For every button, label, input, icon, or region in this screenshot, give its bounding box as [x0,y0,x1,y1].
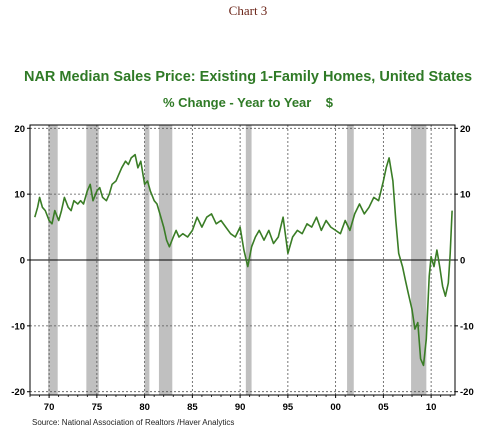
x-tick-label-5: 95 [283,402,294,413]
chart-title: NAR Median Sales Price: Existing 1-Famil… [23,69,473,85]
chart-number: Chart 3 [228,3,268,18]
series-line-0 [34,153,453,367]
x-tick-label-3: 85 [187,402,198,413]
y-tick-label-right-1: 10 [460,190,471,201]
y-tick-label-left-1: 10 [14,190,25,201]
x-tick-label-7: 05 [378,402,389,413]
plot-frame [29,124,456,396]
y-tick-label-right-4: -20 [460,387,474,398]
x-tick-label-8: 10 [426,402,437,413]
y-tick-label-right-2: 0 [460,256,465,267]
x-tick-label-6: 00 [330,402,341,413]
source-note: Source: National Association of Realtors… [32,418,235,427]
unit-label: $ [325,95,334,110]
y-tick-label-left-0: 20 [14,124,25,135]
x-tick-label-0: 70 [44,402,55,413]
y-tick-label-right-3: -10 [460,321,474,332]
y-tick-label-left-2: 0 [20,256,25,267]
y-tick-label-right-0: 20 [460,124,471,135]
x-tick-label-1: 75 [92,402,103,413]
subtitle-text: % Change - Year to Year [162,95,312,110]
x-tick-label-2: 80 [139,402,150,413]
chart-subtitle: % Change - Year to Year $ [0,95,496,110]
y-tick-label-left-3: -10 [11,321,25,332]
x-tick-label-4: 90 [235,402,246,413]
y-tick-label-left-4: -20 [11,387,25,398]
